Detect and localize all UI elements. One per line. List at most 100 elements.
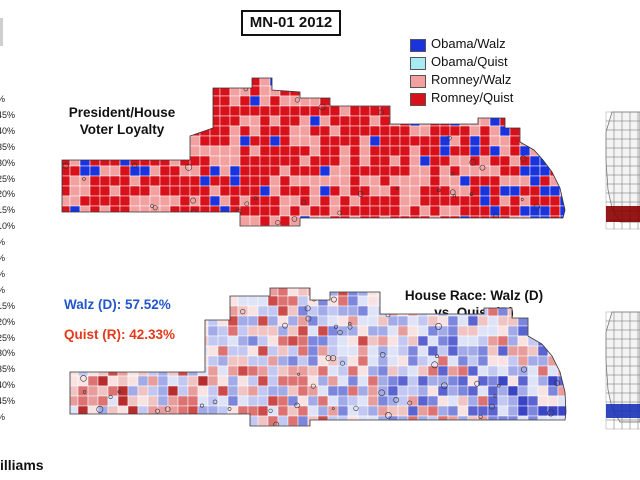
county-cell <box>279 205 291 217</box>
city-outline <box>155 122 159 126</box>
county-cell <box>79 185 91 197</box>
county-cell <box>419 78 431 87</box>
county-cell <box>77 355 89 367</box>
county-cell <box>299 78 311 87</box>
county-cell <box>447 375 459 387</box>
county-cell <box>387 315 399 327</box>
county-cell <box>217 325 229 337</box>
city-outline <box>334 324 339 329</box>
county-cell <box>219 135 231 147</box>
county-cell <box>259 115 271 127</box>
county-cell <box>139 105 151 117</box>
county-cell <box>62 195 71 207</box>
county-cell <box>167 305 179 317</box>
legend-label: Romney/Walz <box>431 72 512 87</box>
county-cell <box>359 185 371 197</box>
county-cell <box>557 345 566 357</box>
county-cell <box>287 335 299 347</box>
county-cell <box>417 295 429 307</box>
county-cell <box>199 85 211 97</box>
city-outline <box>469 158 477 166</box>
county-cell <box>359 115 371 127</box>
county-cell <box>479 78 491 87</box>
county-cell <box>517 375 529 387</box>
county-cell <box>97 295 109 307</box>
city-outline <box>111 78 115 81</box>
county-cell <box>379 195 391 207</box>
county-cell <box>177 345 189 357</box>
city-outline <box>350 422 357 426</box>
county-cell <box>79 215 91 226</box>
county-cell <box>97 355 109 367</box>
county-cell <box>377 288 389 297</box>
county-cell <box>517 288 529 297</box>
county-cell <box>227 315 239 327</box>
city-outline <box>431 361 439 369</box>
county-cell <box>419 195 431 207</box>
county-cell <box>89 95 101 107</box>
quist-result: Quist (R): 42.33% <box>64 327 176 342</box>
county-cell <box>347 288 359 297</box>
county-cell <box>70 365 79 377</box>
county-cell <box>119 155 131 167</box>
county-cell <box>289 125 301 137</box>
county-cell <box>477 288 489 297</box>
county-cell <box>437 405 449 417</box>
county-cell <box>287 315 299 327</box>
loyalty-title-line2: Voter Loyalty <box>79 122 165 137</box>
county-cell <box>97 288 109 297</box>
county-cell <box>559 225 565 226</box>
county-cell <box>559 175 565 187</box>
county-cell <box>527 425 539 426</box>
city-outline <box>82 390 87 394</box>
county-cell <box>419 125 431 137</box>
county-cell <box>349 195 361 207</box>
county-cell <box>109 145 121 157</box>
county-cell <box>457 288 469 297</box>
county-cell <box>327 315 339 327</box>
county-cell <box>117 405 129 417</box>
county-cell <box>229 205 241 217</box>
county-cell <box>329 195 341 207</box>
county-cell <box>227 385 239 397</box>
county-cell <box>397 355 409 367</box>
county-cell <box>347 365 359 377</box>
county-cell <box>89 155 101 167</box>
county-cell <box>199 185 211 197</box>
county-cell <box>159 225 171 226</box>
county-cell <box>349 175 361 187</box>
county-cell <box>487 325 499 337</box>
county-cell <box>339 115 351 127</box>
scale-tick-label: 15% <box>0 205 16 216</box>
county-cell <box>159 125 171 137</box>
county-cell <box>137 425 149 426</box>
county-cell <box>299 225 311 226</box>
county-cell <box>357 345 369 357</box>
county-cell <box>409 85 421 97</box>
city-outline <box>407 400 413 406</box>
county-cell <box>439 175 451 187</box>
county-cell <box>297 345 309 357</box>
county-cell <box>169 185 181 197</box>
county-cell <box>157 288 169 297</box>
city-outline <box>182 300 187 306</box>
county-cell <box>519 195 531 207</box>
county-cell <box>219 195 231 207</box>
city-outline <box>548 108 555 116</box>
county-cell <box>297 365 309 377</box>
county-cell <box>557 415 566 426</box>
county-cell <box>559 215 565 226</box>
locator-county <box>637 192 640 203</box>
county-cell <box>399 155 411 167</box>
county-cell <box>499 195 511 207</box>
county-cell <box>97 345 109 357</box>
county-cell <box>437 305 449 317</box>
county-cell <box>437 345 449 357</box>
county-cell <box>387 355 399 367</box>
county-cell <box>147 315 159 327</box>
county-cell <box>247 405 259 417</box>
county-cell <box>157 345 169 357</box>
county-cell <box>429 115 441 127</box>
county-cell <box>187 315 199 327</box>
